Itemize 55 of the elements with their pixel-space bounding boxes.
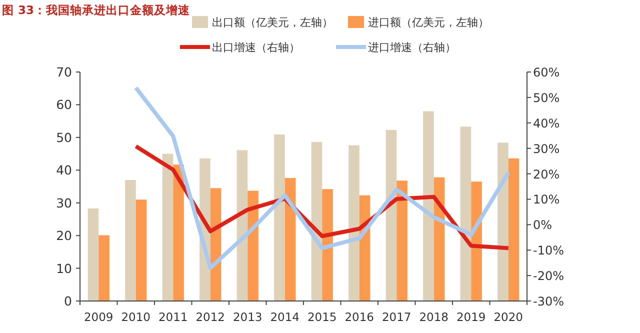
bar bbox=[162, 154, 174, 301]
bar bbox=[88, 208, 99, 301]
y2-tick-label: 20% bbox=[533, 167, 560, 182]
legend-label: 进口额（亿美元，左轴） bbox=[368, 16, 489, 29]
y-tick-label: 30 bbox=[56, 195, 72, 210]
bar bbox=[248, 190, 258, 301]
legend-label: 进口增速（右轴） bbox=[368, 41, 456, 54]
line-series bbox=[134, 86, 510, 270]
bar bbox=[173, 164, 184, 301]
bar bbox=[508, 158, 520, 301]
y2-tick-label: -30% bbox=[533, 294, 564, 308]
y2-tick-label: -20% bbox=[533, 269, 564, 284]
legend-label: 出口额（亿美元，左轴） bbox=[212, 16, 333, 29]
bar bbox=[125, 180, 136, 301]
bar bbox=[236, 150, 248, 301]
y-tick-label: 70 bbox=[56, 64, 72, 80]
x-tick-label: 2019 bbox=[456, 310, 486, 324]
bar bbox=[348, 145, 360, 301]
y2-tick-label: 40% bbox=[533, 116, 560, 130]
x-tick-label: 2017 bbox=[382, 310, 412, 324]
y-tick-label: 50 bbox=[56, 130, 72, 145]
x-tick-label: 2014 bbox=[270, 310, 300, 324]
x-tick-label: 2011 bbox=[158, 310, 188, 324]
y-tick-label: 40 bbox=[56, 162, 72, 178]
bar bbox=[460, 126, 472, 301]
x-tick-label: 2012 bbox=[196, 310, 226, 324]
bar bbox=[98, 235, 110, 301]
x-tick-label: 2018 bbox=[419, 310, 449, 324]
x-tick-label: 2013 bbox=[232, 310, 262, 324]
x-tick-label: 2010 bbox=[121, 310, 151, 324]
bar bbox=[471, 182, 482, 301]
y2-tick-label: 60% bbox=[533, 66, 560, 80]
legend-label: 出口增速（右轴） bbox=[212, 41, 300, 54]
y-tick-label: 20 bbox=[56, 228, 72, 244]
x-tick-label: 2016 bbox=[344, 310, 374, 324]
y-tick-label: 10 bbox=[56, 260, 72, 276]
bar bbox=[274, 134, 285, 301]
bar bbox=[386, 130, 397, 301]
x-tick-label: 2015 bbox=[307, 310, 337, 324]
bar bbox=[136, 200, 147, 301]
chart-title: 图 33：我国轴承进出口金额及增速 bbox=[2, 3, 190, 17]
bar bbox=[322, 189, 333, 301]
bar bbox=[396, 180, 408, 301]
y2-tick-label: 0% bbox=[533, 218, 552, 232]
bar bbox=[498, 142, 508, 301]
y2-tick-label: 30% bbox=[533, 142, 560, 156]
y-tick-label: 0 bbox=[64, 294, 72, 308]
y2-tick-label: 10% bbox=[533, 192, 560, 207]
x-tick-label: 2009 bbox=[84, 310, 114, 324]
y2-tick-label: -10% bbox=[533, 244, 564, 258]
bar bbox=[423, 111, 434, 301]
x-tick-label: 2020 bbox=[494, 310, 524, 324]
bar bbox=[284, 178, 296, 301]
y2-tick-label: 50% bbox=[533, 90, 560, 105]
y-tick-label: 60 bbox=[56, 97, 72, 112]
